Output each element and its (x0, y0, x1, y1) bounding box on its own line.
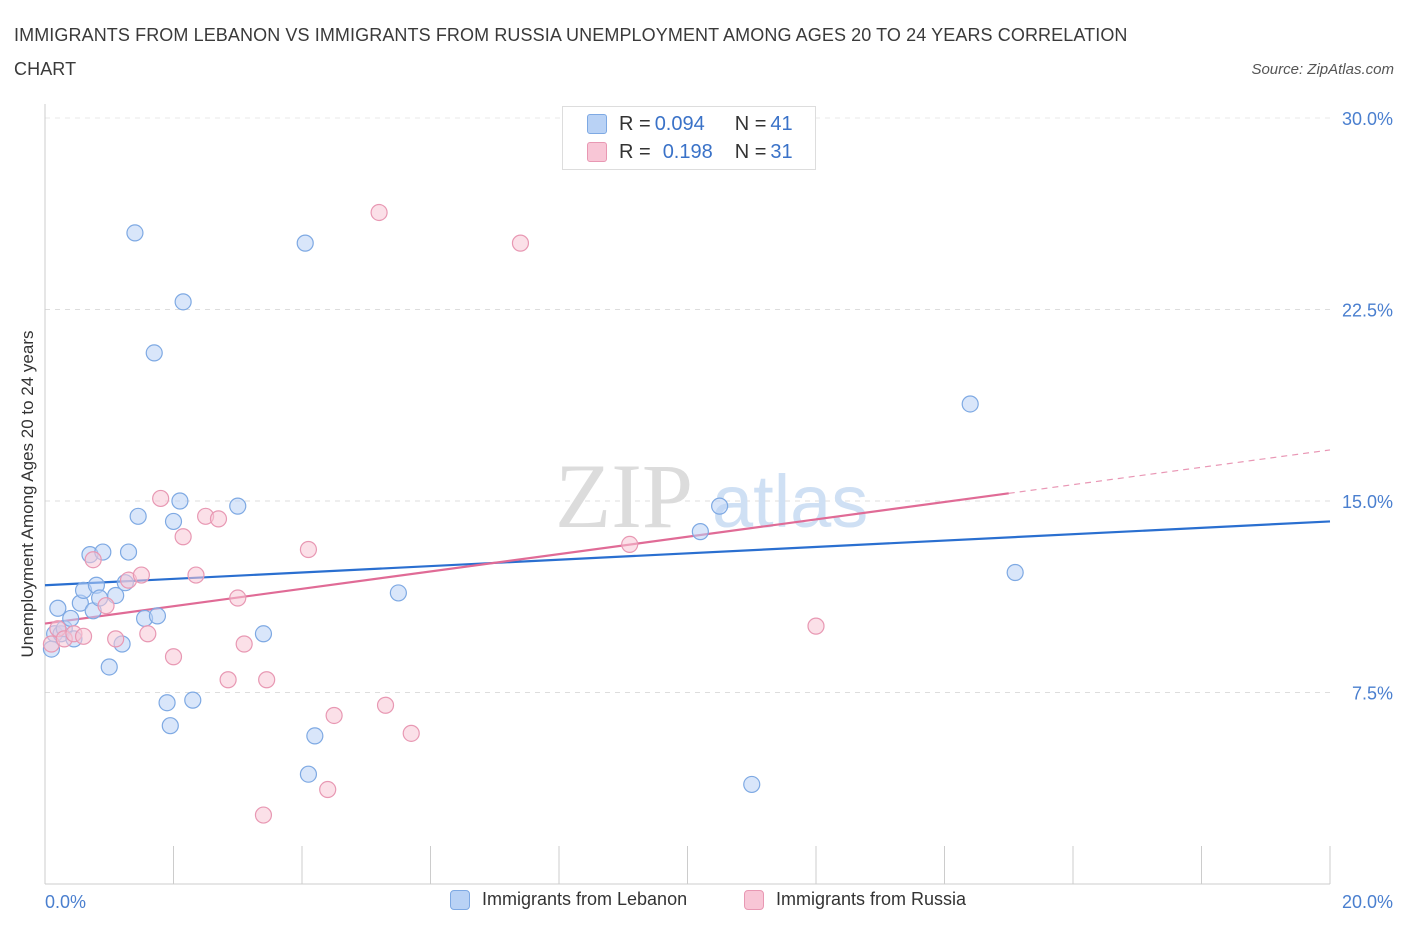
legend-row-lebanon: R = 0.094 N = 41 (587, 112, 793, 136)
russia-point (235, 635, 253, 653)
lebanon-legend-swatch (450, 889, 470, 910)
russia-point (319, 780, 337, 799)
russia-r-label: R = (619, 140, 651, 163)
lebanon-point (389, 584, 407, 602)
lebanon-point (49, 599, 67, 617)
x-tick-label: 20.0% (1342, 892, 1393, 912)
y-axis-label: Unemployment Among Ages 20 to 24 years (18, 330, 37, 658)
chart-title: IMMIGRANTS FROM LEBANON VS IMMIGRANTS FR… (14, 25, 1128, 79)
russia-point (164, 648, 183, 666)
lebanon-point (1006, 563, 1024, 582)
source-label: Source: ZipAtlas.com (1251, 61, 1394, 78)
lebanon-point (691, 523, 709, 541)
lebanon-point (184, 691, 202, 709)
tick-labels: 7.5% 15.0% 22.5% 30.0% 0.0% 20.0% (45, 109, 1393, 912)
series-legend: Immigrants from Lebanon Immigrants from … (0, 889, 1406, 915)
russia-point (139, 625, 157, 643)
russia-point (511, 234, 530, 252)
lebanon-point (743, 775, 761, 794)
lebanon-point (174, 293, 192, 311)
lebanon-r-label: R = (619, 112, 651, 135)
y-tick-label: 15.0% (1342, 492, 1393, 512)
russia-point (621, 535, 639, 554)
lebanon-r-value: 0.094 (654, 112, 705, 135)
legend-item-russia[interactable]: Immigrants from Russia (744, 889, 966, 910)
russia-point (402, 724, 420, 742)
russia-point (187, 566, 205, 584)
lebanon-point (711, 497, 729, 515)
lebanon-point (100, 658, 118, 676)
trend-lines (44, 449, 1331, 625)
lebanon-point (229, 497, 247, 515)
lebanon-point (296, 234, 314, 252)
russia-legend-swatch (744, 889, 764, 910)
russia-point (132, 566, 150, 584)
legend-item-lebanon[interactable]: Immigrants from Lebanon (450, 889, 687, 910)
lebanon-trend-line (44, 520, 1331, 587)
correlation-legend: R = 0.094 N = 41 R = 0.198 N = 31 (562, 106, 816, 170)
russia-point (209, 510, 228, 528)
russia-point (74, 627, 93, 645)
lebanon-point (254, 625, 273, 643)
russia-swatch (587, 142, 607, 162)
russia-n-label: N = (734, 140, 767, 163)
russia-point (174, 528, 192, 546)
lebanon-point (158, 694, 176, 712)
lebanon-point (306, 727, 324, 745)
russia-trend-line (44, 492, 1009, 625)
watermark-zip: ZIP (555, 445, 693, 547)
lebanon-n-value: 41 (770, 112, 793, 135)
lebanon-point (299, 765, 318, 783)
russia-point (254, 806, 273, 824)
lebanon-legend-label: Immigrants from Lebanon (482, 889, 688, 909)
lebanon-point (148, 607, 167, 625)
russia-legend-label: Immigrants from Russia (776, 889, 967, 909)
russia-r-value: 0.198 (662, 140, 713, 163)
legend-row-russia: R = 0.198 N = 31 (587, 140, 793, 164)
russia-point (376, 696, 395, 714)
russia-n-value: 31 (770, 140, 793, 163)
data-points (42, 203, 1024, 824)
russia-trend-extension (1008, 449, 1331, 494)
x-tick-label: 0.0% (45, 892, 86, 912)
russia-point (84, 551, 102, 569)
lebanon-point (129, 507, 147, 525)
russia-point (219, 671, 237, 689)
axes (44, 104, 1331, 885)
watermark: ZIP atlas (555, 445, 868, 547)
lebanon-point (171, 492, 189, 510)
lebanon-point (961, 395, 979, 413)
russia-point (229, 589, 247, 607)
lebanon-point (161, 717, 179, 735)
lebanon-point (145, 344, 163, 362)
russia-point (370, 203, 388, 222)
russia-point (299, 540, 318, 559)
russia-point (107, 630, 125, 648)
lebanon-point (164, 512, 183, 531)
russia-point (97, 597, 115, 615)
lebanon-n-label: N = (734, 112, 767, 135)
lebanon-swatch (587, 114, 607, 134)
russia-point (325, 706, 343, 725)
russia-point (258, 671, 276, 689)
lebanon-point (119, 543, 138, 561)
y-tick-label: 22.5% (1342, 301, 1393, 321)
russia-point (807, 617, 825, 635)
y-tick-label: 7.5% (1352, 684, 1393, 704)
lebanon-point (126, 224, 144, 242)
russia-point (152, 489, 170, 508)
y-tick-label: 30.0% (1342, 109, 1393, 129)
